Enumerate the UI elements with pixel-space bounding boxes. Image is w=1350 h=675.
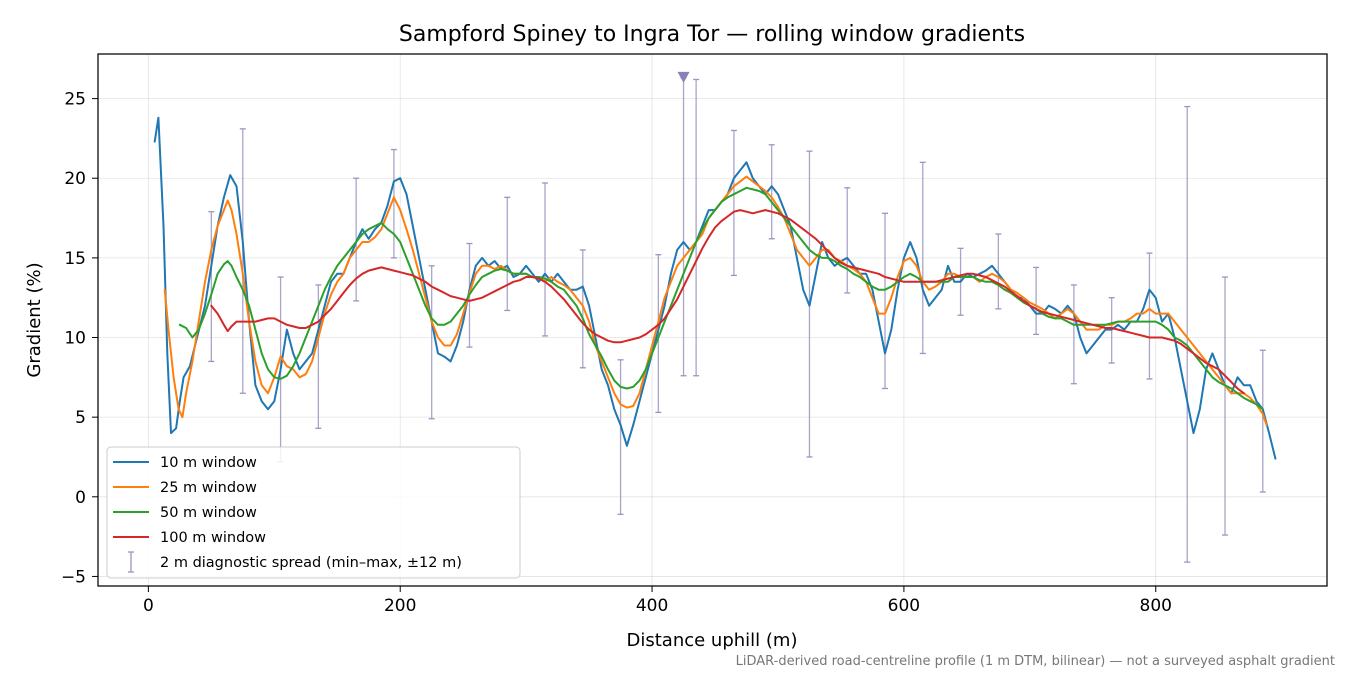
x-tick-label: 400 [636,596,668,616]
y-tick-label: 25 [64,90,86,110]
series-line-50-m-window [178,186,1264,411]
legend-label: 50 m window [160,505,257,521]
legend-box [106,446,521,579]
x-tick-label: 200 [384,596,416,616]
y-axis-ticks: −5 0 5 10 15 20 25 [61,90,98,587]
series-lines [153,116,1277,460]
spread-bar [428,265,435,420]
spread-bar [542,182,549,337]
legend-item: 10 m window [113,455,257,471]
spread-bar [768,144,775,240]
y-tick-label: 15 [64,249,86,269]
spread-bar [1070,284,1077,385]
legend-label: 100 m window [160,530,266,546]
y-tick-label: 0 [75,488,86,508]
spread-bar [882,212,889,390]
spread-bar [617,359,624,515]
y-tick-label: −5 [61,567,86,587]
spread-bar [693,78,700,377]
series-line-25-m-window [163,175,1268,427]
spread-bar [315,284,322,429]
y-axis-label: Gradient (%) [24,262,45,377]
spread-bar [995,233,1002,310]
peak-marker [677,71,690,83]
spread-bar [730,129,737,277]
x-axis-label: Distance uphill (m) [627,630,798,651]
spread-bar [390,148,397,259]
peak-marker-layer [677,71,690,83]
spread-bar [1222,276,1229,536]
legend-label: 10 m window [160,455,257,471]
legend-label: 2 m diagnostic spread (min–max, ±12 m) [160,555,462,571]
legend-item: 25 m window [113,480,257,496]
spread-bar [1259,349,1266,493]
footnote: LiDAR-derived road-centreline profile (1… [736,654,1335,669]
spread-bar [504,196,511,312]
spread-bar [1033,266,1040,335]
legend-item: 50 m window [113,505,257,521]
y-tick-label: 5 [75,408,86,428]
y-tick-label: 10 [64,329,86,349]
plot-frame [97,53,1328,587]
series-line-10-m-window [153,116,1277,460]
x-tick-label: 0 [143,596,154,616]
legend: 10 m window 25 m window 50 m window 100 m w… [106,446,521,579]
series-line-100-m-window [210,209,1245,395]
spread-bar [1146,252,1153,380]
legend-item: 100 m window [113,530,266,546]
x-tick-label: 800 [1140,596,1172,616]
spread-bar [579,249,586,369]
spread-bar [353,177,360,302]
y-tick-label: 20 [64,169,86,189]
spread-bar [919,161,926,355]
spread-bar [680,77,687,377]
spread-bar [208,211,215,363]
x-axis-ticks: 0 200 400 600 800 [143,586,1172,616]
spread-bar [1184,105,1191,563]
spread-bar [844,187,851,294]
spread-bar [239,128,246,394]
x-tick-label: 600 [888,596,920,616]
chart-title: Sampford Spiney to Ingra Tor — rolling w… [399,22,1025,47]
legend-label: 25 m window [160,480,257,496]
legend-item: 2 m diagnostic spread (min–max, ±12 m) [128,551,462,573]
spread-bars [208,77,1266,563]
